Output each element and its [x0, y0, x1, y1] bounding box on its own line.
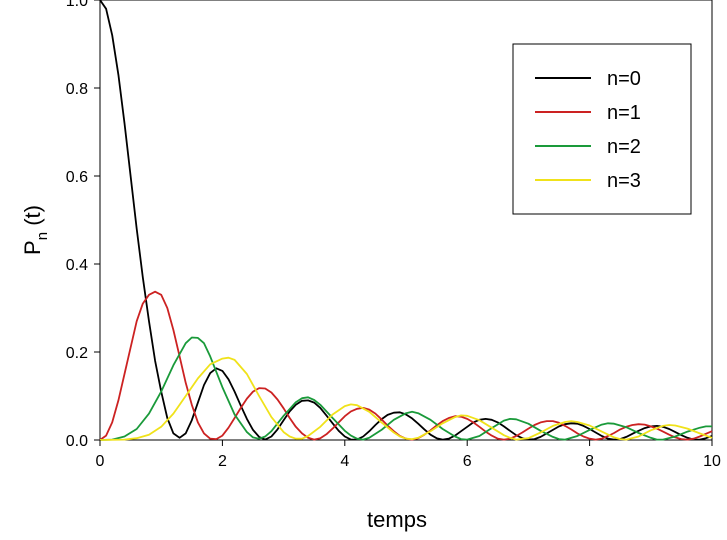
- y-tick-label: 0.4: [66, 257, 88, 274]
- legend: n=0 n=1 n=2 n=3: [512, 43, 692, 215]
- x-tick-label: 6: [463, 453, 472, 470]
- y-axis-title-main: P: [20, 240, 45, 255]
- x-tick-label: 8: [585, 453, 594, 470]
- series-layer: [99, 0, 713, 441]
- legend-label-n1: n=1: [607, 102, 641, 124]
- legend-label-n2: n=2: [607, 136, 641, 158]
- y-tick-label: 0.8: [66, 81, 88, 98]
- legend-box: [512, 43, 692, 215]
- x-tick-label: 4: [340, 453, 349, 470]
- y-tick-label: 0.2: [66, 345, 88, 362]
- legend-label-n3: n=3: [607, 170, 641, 192]
- plot-area: [99, 0, 713, 441]
- plot-frame: [99, 0, 713, 441]
- series-line-n3: [99, 356, 713, 441]
- y-axis-title: Pn (t): [20, 205, 51, 255]
- legend-label-n0: n=0: [607, 68, 641, 90]
- x-tick-label: 0: [96, 453, 105, 470]
- y-axis-title-suffix: (t): [20, 205, 45, 232]
- x-tick-label: 10: [703, 453, 721, 470]
- y-tick-label: 0.6: [66, 169, 88, 186]
- y-tick-label: 0.0: [66, 433, 88, 450]
- y-tick-label: 1.0: [66, 0, 88, 10]
- x-tick-label: 2: [218, 453, 227, 470]
- y-axis-title-subscript: n: [34, 232, 51, 240]
- axes: 0 2 4 6 8 10 0.0 0.2 0.4 0.6 0.8 1.0: [66, 0, 721, 470]
- series-line-n0: [99, 0, 713, 441]
- series-line-n2: [99, 336, 712, 441]
- x-axis-title: temps: [367, 507, 427, 532]
